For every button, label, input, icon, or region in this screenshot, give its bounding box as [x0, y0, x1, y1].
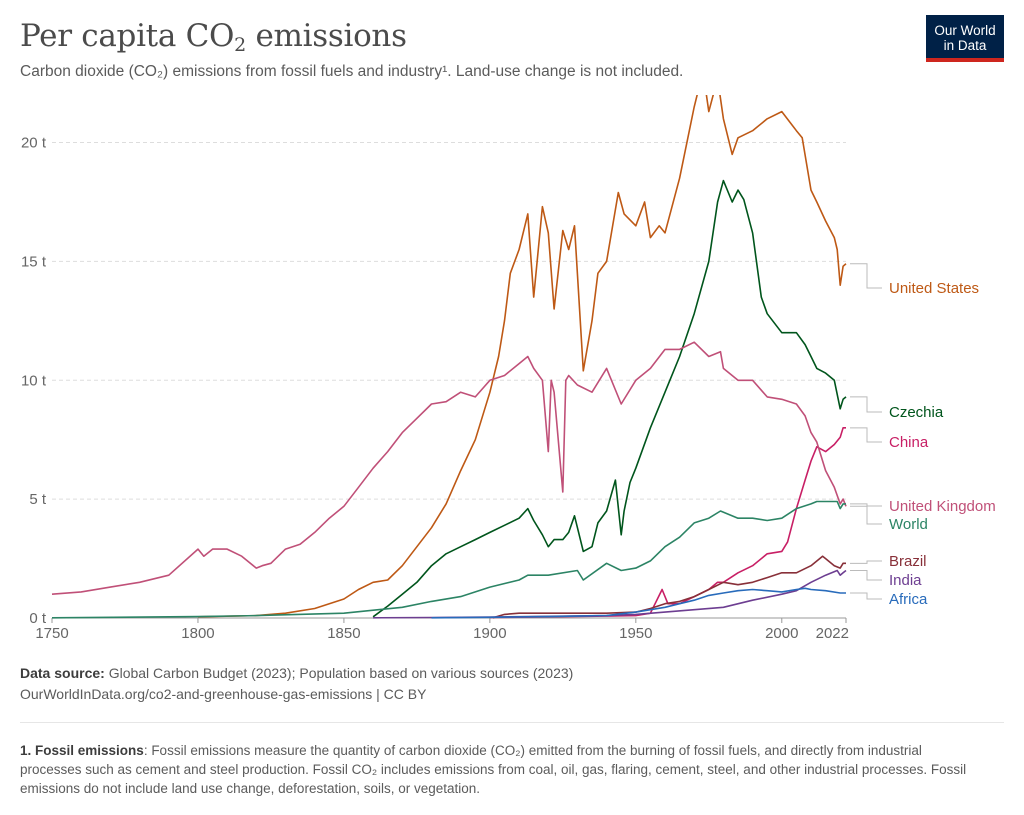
label-connector — [850, 592, 882, 600]
series-line-india[interactable] — [373, 569, 847, 619]
legend-label-brazil[interactable]: Brazil — [889, 553, 927, 570]
series-line-united-states[interactable] — [197, 95, 847, 618]
legend-label-czechia[interactable]: Czechia — [889, 404, 944, 421]
x-tick-label: 1800 — [181, 625, 214, 640]
y-tick-label: 0 t — [29, 610, 47, 627]
legend-label-world[interactable]: World — [889, 516, 928, 533]
x-tick-label: 2000 — [765, 625, 798, 640]
series-line-czechia[interactable] — [372, 179, 847, 618]
label-connector — [850, 427, 882, 443]
title-main: Per capita CO — [20, 18, 235, 54]
label-connector — [850, 263, 882, 289]
source-text: Global Carbon Budget (2023); Population … — [104, 665, 574, 681]
footnote-label: 1. Fossil emissions — [20, 743, 144, 758]
title-tail: emissions — [245, 18, 407, 54]
title-subscript: 2 — [234, 34, 246, 56]
label-connector — [850, 560, 882, 564]
page-title: Per capita CO2 emissions — [20, 18, 407, 56]
x-tick-label: 1750 — [35, 625, 68, 640]
legend-label-united-states[interactable]: United States — [889, 280, 979, 297]
label-connector — [850, 569, 882, 581]
logo-line-2: in Data — [943, 38, 987, 53]
legend-label-united-kingdom[interactable]: United Kingdom — [889, 498, 996, 515]
y-tick-label: 5 t — [29, 491, 47, 508]
source-url[interactable]: OurWorldInData.org/co2-and-greenhouse-ga… — [20, 686, 427, 702]
x-tick-label: 2022 — [816, 625, 849, 640]
x-tick-label: 1850 — [327, 625, 360, 640]
series-line-africa[interactable] — [431, 587, 847, 619]
footnote: 1. Fossil emissions: Fossil emissions me… — [20, 741, 980, 798]
series-line-united-kingdom[interactable] — [51, 341, 847, 595]
axes: 0 t 5 t 10 t 15 t 20 t 1750 1800 1850 1900 1950 20… — [21, 135, 849, 640]
series-line-brazil[interactable] — [492, 555, 846, 619]
logo-line-1: Our World — [934, 23, 996, 38]
label-connector — [850, 503, 882, 525]
legend-labels: United States Czechia China United KingdomW… — [850, 263, 996, 608]
series-line-china[interactable] — [489, 426, 846, 619]
line-chart: 0 t 5 t 10 t 15 t 20 t 1750 1800 1850 1900 1950 20… — [21, 95, 996, 640]
data-source: Data source: Global Carbon Budget (2023)… — [20, 663, 573, 705]
x-tick-label: 1950 — [619, 625, 652, 640]
series-line-world[interactable] — [51, 500, 846, 619]
owid-logo[interactable]: Our World in Data — [926, 15, 1004, 62]
y-tick-label: 20 t — [21, 135, 47, 152]
y-tick-label: 15 t — [21, 253, 47, 270]
y-tick-label: 10 t — [21, 372, 47, 389]
footnote-text: : Fossil emissions measure the quantity … — [20, 743, 967, 796]
legend-label-africa[interactable]: Africa — [889, 591, 928, 608]
legend-label-india[interactable]: India — [889, 572, 922, 589]
legend-label-china[interactable]: China — [889, 434, 929, 451]
footer-divider — [20, 722, 1004, 723]
x-tick-label: 1900 — [473, 625, 506, 640]
label-connector — [850, 396, 882, 413]
grid-lines — [52, 142, 846, 500]
chart-subtitle: Carbon dioxide (CO₂) emissions from foss… — [20, 63, 684, 80]
source-label: Data source: — [20, 665, 105, 681]
series-lines — [51, 95, 847, 619]
